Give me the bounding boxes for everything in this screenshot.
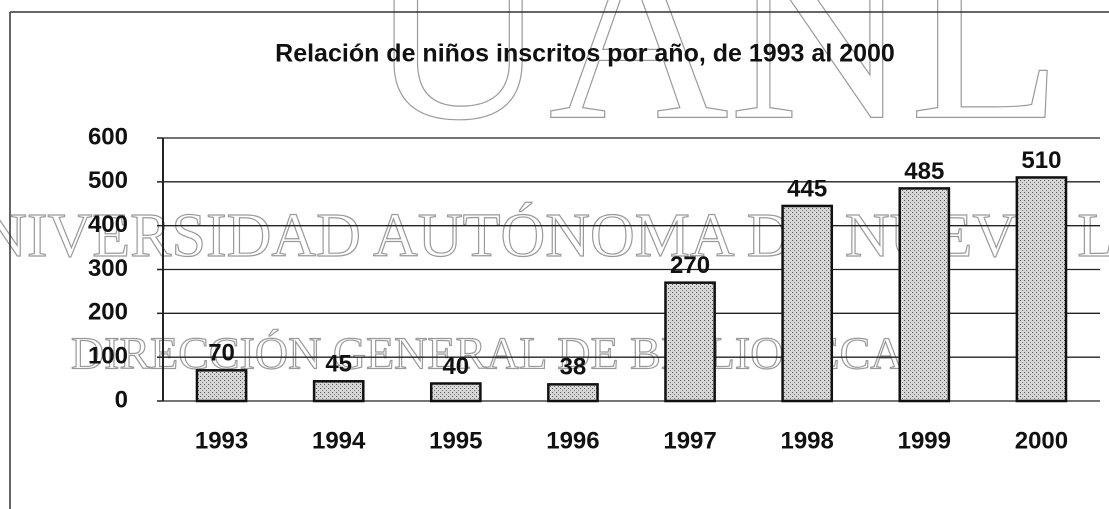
data-label: 270 [670, 252, 710, 279]
y-tick-label: 500 [88, 167, 128, 194]
data-label: 40 [442, 353, 469, 380]
x-tick-label: 1999 [898, 427, 951, 454]
y-tick-label: 100 [88, 343, 128, 370]
data-label: 485 [904, 158, 944, 185]
x-tick-label: 1994 [312, 427, 366, 454]
y-tick-label: 400 [88, 211, 128, 238]
data-label: 445 [787, 175, 827, 202]
x-tick-label: 1998 [780, 427, 833, 454]
x-tick-label: 1996 [546, 427, 599, 454]
data-label: 70 [208, 340, 235, 367]
chart-title: Relación de niños inscritos por año, de … [275, 40, 895, 68]
bar [664, 281, 716, 403]
bar [1015, 176, 1068, 403]
bar [898, 187, 951, 403]
bar [547, 383, 599, 403]
y-tick-label: 0 [115, 386, 128, 413]
data-label: 45 [325, 351, 352, 378]
data-label: 510 [1021, 147, 1061, 174]
bar [429, 382, 482, 403]
x-tick-label: 1997 [663, 427, 716, 454]
data-label: 38 [560, 354, 587, 381]
y-tick-label: 300 [88, 255, 128, 282]
y-tick-label: 200 [88, 299, 128, 326]
x-tick-label: 1995 [429, 427, 482, 454]
x-tick-label: 2000 [1015, 427, 1068, 454]
bar [312, 380, 365, 403]
bar [195, 369, 248, 403]
bar [781, 204, 834, 403]
y-tick-label: 600 [88, 123, 128, 150]
x-tick-label: 1993 [195, 427, 248, 454]
watermark: UANL [368, 0, 1062, 172]
